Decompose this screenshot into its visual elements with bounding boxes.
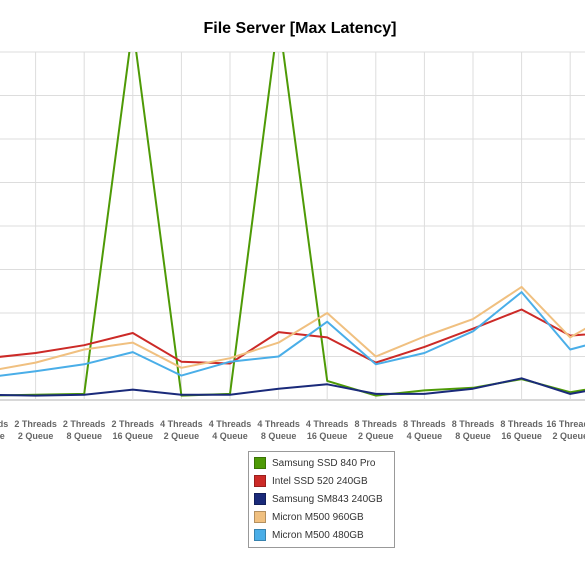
legend-swatch	[254, 475, 266, 487]
legend-swatch	[254, 493, 266, 505]
legend-item: Intel SSD 520 240GB	[249, 472, 394, 490]
x-tick-label: 2 Threads 16 Queue	[112, 419, 155, 441]
x-tick-label: 2 Threads 2 Queue	[14, 419, 57, 441]
legend-item: Samsung SSD 840 Pro	[249, 454, 394, 472]
x-tick-label: 8 Threads 16 Queue	[500, 419, 543, 441]
legend-swatch	[254, 511, 266, 523]
legend-item: Micron M500 960GB	[249, 508, 394, 526]
legend-label: Samsung SM843 240GB	[272, 493, 383, 505]
x-tick-label: 8 Threads 4 Queue	[403, 419, 446, 441]
x-tick-label: 4 Threads 16 Queue	[306, 419, 349, 441]
x-tick-label: 8 Threads 8 Queue	[452, 419, 495, 441]
series-line-micron-m500-960gb	[0, 285, 585, 370]
legend-label: Micron M500 960GB	[272, 511, 364, 523]
legend-label: Samsung SSD 840 Pro	[272, 457, 376, 469]
legend-swatch	[254, 457, 266, 469]
x-tick-label: 2 Threads 8 Queue	[63, 419, 106, 441]
x-tick-label: 8 Threads 2 Queue	[355, 419, 398, 441]
legend: Samsung SSD 840 Pro Intel SSD 520 240GB Sa…	[248, 451, 395, 548]
x-tick-label: 4 Threads 2 Queue	[160, 419, 203, 441]
legend-label: Micron M500 480GB	[272, 529, 364, 541]
chart-title: File Server [Max Latency]	[203, 20, 397, 37]
series-line-samsung-sm843-240gb	[0, 377, 585, 397]
legend-label: Intel SSD 520 240GB	[272, 475, 368, 487]
series-lines	[0, 52, 585, 397]
legend-swatch	[254, 529, 266, 541]
legend-item: Samsung SM843 240GB	[249, 490, 394, 508]
series-line-micron-m500-480gb	[0, 291, 585, 377]
x-tick-label: 4 Threads 4 Queue	[209, 419, 252, 441]
legend-item: Micron M500 480GB	[249, 526, 394, 544]
grid	[0, 51, 585, 401]
series-line-samsung-ssd-840-pro	[0, 52, 585, 397]
series-line-intel-ssd-520-240gb	[0, 308, 585, 365]
x-tick-label: 4 Threads 8 Queue	[257, 419, 300, 441]
